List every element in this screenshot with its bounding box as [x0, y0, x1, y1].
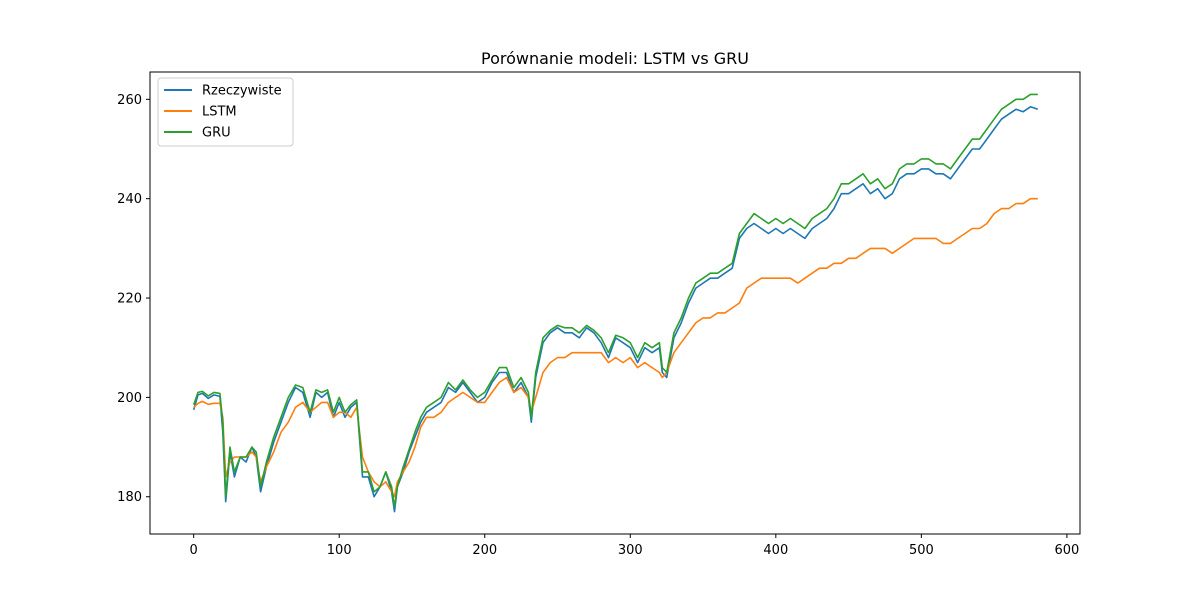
y-tick-label: 220 — [117, 292, 142, 307]
y-tick-label: 200 — [117, 391, 142, 406]
chart-title: Porównanie modeli: LSTM vs GRU — [481, 49, 749, 68]
legend-box — [157, 77, 294, 147]
series-line-rzeczywiste — [192, 106, 1039, 513]
y-tick-label: 180 — [117, 490, 142, 505]
y-tick-label: 240 — [117, 192, 142, 207]
x-tick-label: 600 — [1054, 543, 1079, 558]
series-line-gru — [192, 93, 1038, 508]
x-tick-label: 200 — [472, 543, 497, 558]
legend-label-gru: GRU — [202, 126, 231, 141]
x-tick-label: 500 — [909, 543, 934, 558]
legend-label-lstm: LSTM — [202, 105, 237, 120]
y-axis: 180 200 220 240 260 — [117, 93, 150, 505]
series-line-lstm — [193, 197, 1038, 498]
x-tick-label: 300 — [618, 543, 643, 558]
x-tick-label: 100 — [327, 543, 352, 558]
x-tick-label: 400 — [763, 543, 788, 558]
legend-label-rzeczywiste: Rzeczywiste — [202, 84, 282, 99]
legend: Rzeczywiste LSTM GRU — [157, 77, 294, 147]
plot-series — [192, 93, 1039, 513]
x-axis: 0 100 200 300 400 500 600 — [190, 534, 1079, 558]
y-tick-label: 260 — [117, 93, 142, 108]
x-tick-label: 0 — [190, 543, 198, 558]
plot-area-frame — [149, 71, 1081, 535]
